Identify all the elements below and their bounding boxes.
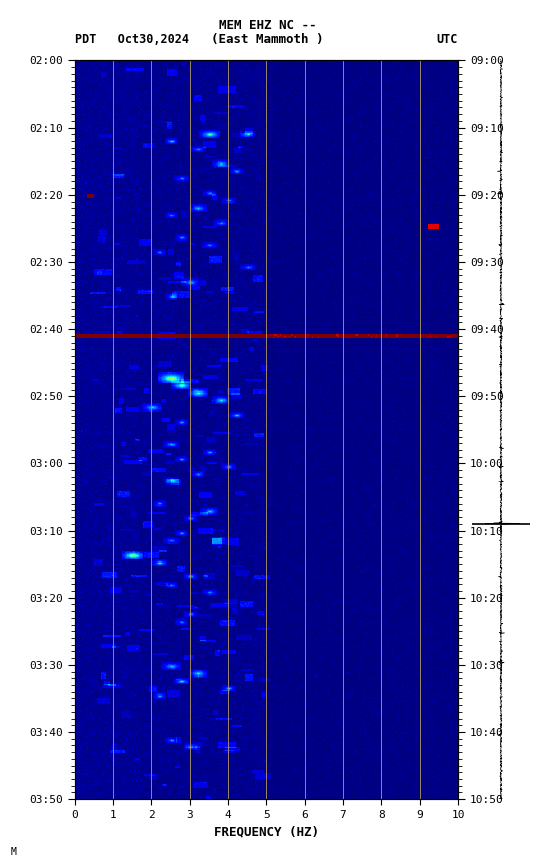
Text: MEM EHZ NC --: MEM EHZ NC --: [219, 19, 316, 32]
Text: (East Mammoth ): (East Mammoth ): [211, 33, 324, 46]
Text: PDT   Oct30,2024: PDT Oct30,2024: [75, 33, 189, 46]
Text: UTC: UTC: [437, 33, 458, 46]
Text: M: M: [11, 847, 17, 857]
X-axis label: FREQUENCY (HZ): FREQUENCY (HZ): [214, 825, 319, 838]
